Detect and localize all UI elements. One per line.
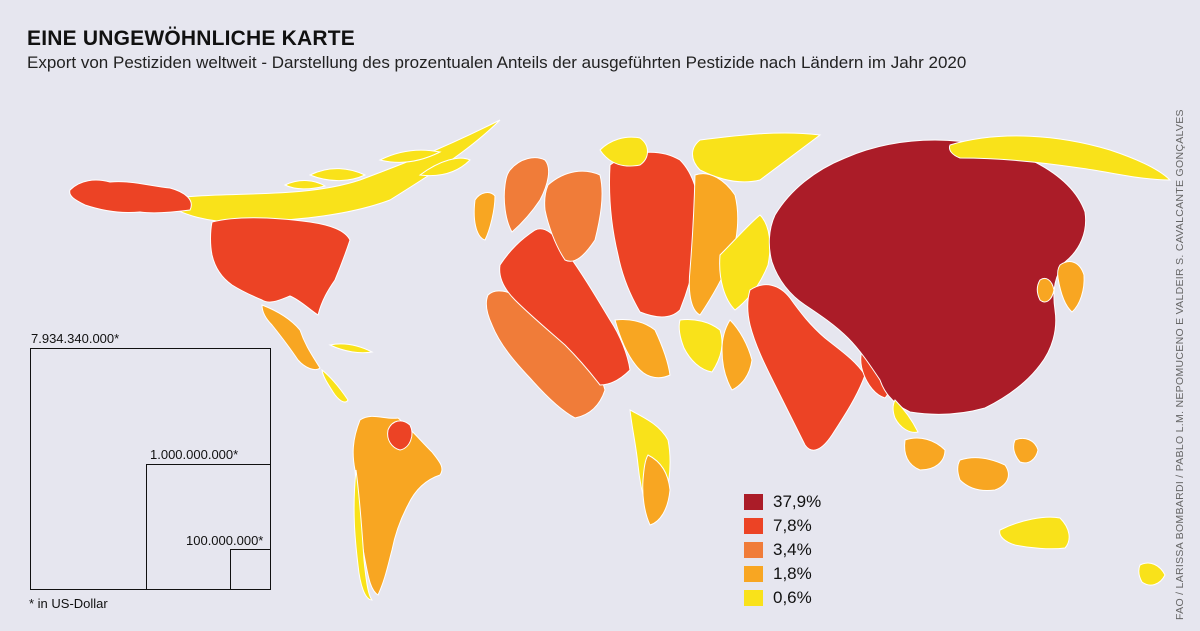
scale-label-small: 100.000.000* xyxy=(186,533,264,548)
legend-swatch xyxy=(744,542,763,558)
malaysia-region xyxy=(904,437,946,471)
map-title: EINE UNGEWÖHNLICHE KARTE xyxy=(27,27,355,50)
central-asia-strip xyxy=(719,214,771,311)
legend-label: 0,6% xyxy=(773,588,812,607)
australia-region xyxy=(999,516,1070,550)
italy-region xyxy=(614,319,671,379)
philippines-region xyxy=(1013,437,1039,464)
east-europe xyxy=(688,173,739,316)
legend-label: 7,8% xyxy=(773,516,812,535)
new-zealand xyxy=(1138,562,1166,586)
currency-footnote: * in US-Dollar xyxy=(29,596,108,611)
scale-square-medium xyxy=(146,464,271,590)
legend-label: 3,4% xyxy=(773,540,812,559)
legend-item: 0,6% xyxy=(744,586,821,610)
france-region xyxy=(499,228,631,386)
usa-region xyxy=(210,217,351,316)
legend-swatch xyxy=(744,494,763,510)
japan-region xyxy=(1057,261,1085,313)
central-america xyxy=(321,368,349,403)
korea-region xyxy=(1036,277,1055,303)
alaska xyxy=(69,179,192,214)
legend-item: 3,4% xyxy=(744,538,821,562)
benelux-region xyxy=(544,170,603,262)
iceland-norway xyxy=(473,192,496,241)
scale-label-large: 7.934.340.000* xyxy=(31,331,120,346)
scale-square-small xyxy=(230,549,271,590)
germany-region xyxy=(608,151,701,318)
map-subtitle: Export von Pestiziden weltweit - Darstel… xyxy=(27,53,967,72)
india-region xyxy=(747,284,866,451)
mexico-region xyxy=(261,304,321,371)
israel-region xyxy=(721,319,753,391)
legend-item: 37,9% xyxy=(744,490,821,514)
legend-label: 37,9% xyxy=(773,492,822,511)
china-region xyxy=(768,139,1087,415)
arctic-islands xyxy=(283,149,442,190)
legend-label: 1,8% xyxy=(773,564,812,583)
scandinavia xyxy=(599,136,648,167)
source-credit: FAO / LARISSA BOMBARDI / PABLO L.M. NEPO… xyxy=(1174,109,1186,620)
legend-swatch xyxy=(744,590,763,606)
vietnam-strip xyxy=(892,399,919,433)
brazil-north xyxy=(387,420,413,451)
legend-item: 7,8% xyxy=(744,514,821,538)
scale-label-medium: 1.000.000.000* xyxy=(150,447,239,462)
chile-strip xyxy=(353,469,374,601)
siberia-strip xyxy=(949,135,1172,181)
indonesia-region xyxy=(957,457,1009,491)
south-africa xyxy=(642,454,671,526)
greenland xyxy=(418,157,471,177)
balkans xyxy=(678,319,723,373)
russia-strip xyxy=(692,132,822,183)
legend-item: 1,8% xyxy=(744,562,821,586)
legend-swatch xyxy=(744,566,763,582)
uk-region xyxy=(503,157,550,233)
caribbean xyxy=(328,343,374,354)
map-legend: 37,9% 7,8% 3,4% 1,8% 0,6% xyxy=(744,490,821,610)
legend-swatch xyxy=(744,518,763,534)
